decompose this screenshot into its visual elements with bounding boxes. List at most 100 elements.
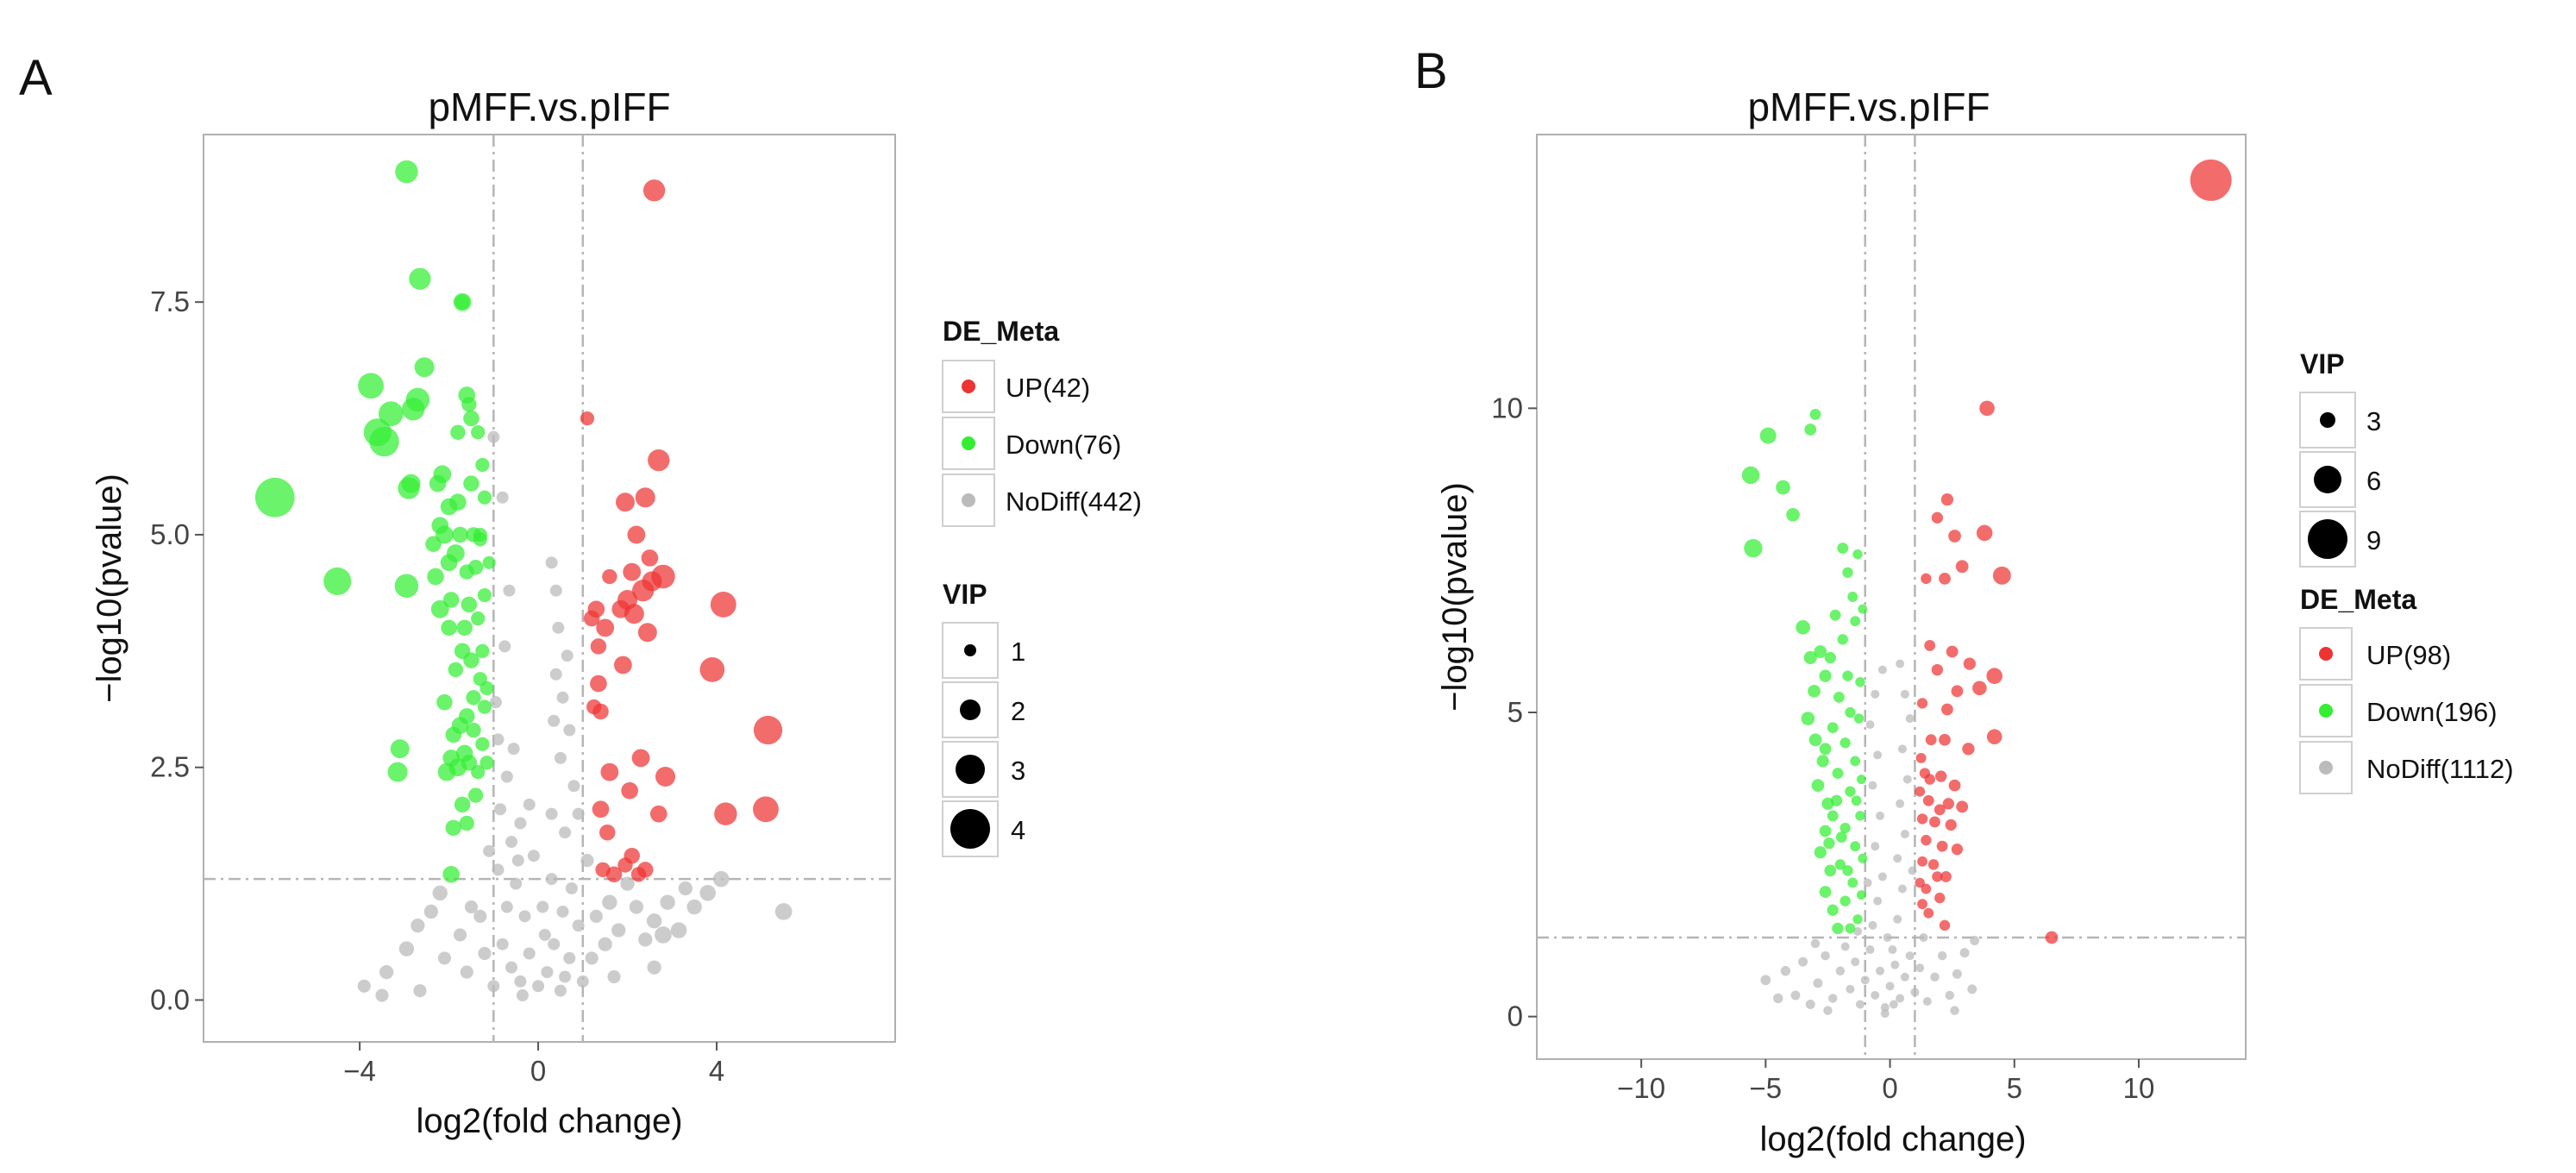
y-tick-label: 10 — [1491, 392, 1523, 423]
point-nodiff — [1893, 914, 1902, 924]
panel-a-y-axis-label: −log10(pvalue) — [91, 474, 128, 703]
vip-size-label-3: 3 — [2366, 406, 2381, 436]
point-up — [753, 796, 779, 823]
point-down — [479, 756, 494, 770]
point-up — [1916, 698, 1928, 709]
point-nodiff — [1810, 938, 1821, 949]
point-down — [1816, 755, 1829, 768]
point-up — [1917, 899, 1928, 910]
point-nodiff — [1871, 990, 1880, 1000]
point-down — [479, 681, 494, 696]
point-down — [1803, 650, 1817, 665]
point-nodiff — [492, 733, 505, 746]
point-nodiff — [498, 640, 511, 653]
legend-nodiff-label: NoDiff(1112) — [2366, 754, 2514, 784]
point-nodiff — [1876, 811, 1885, 820]
point-down — [475, 457, 490, 473]
point-nodiff — [670, 922, 687, 938]
point-down — [1847, 877, 1858, 888]
point-down — [1808, 684, 1821, 698]
point-down — [1744, 538, 1763, 558]
point-up — [1931, 663, 1944, 676]
point-down — [471, 425, 486, 440]
point-down — [1858, 604, 1868, 614]
point-down — [477, 699, 492, 714]
point-up — [649, 805, 668, 823]
point-nodiff — [559, 826, 572, 839]
point-up — [623, 562, 642, 581]
point-nodiff — [1790, 990, 1801, 1000]
point-down — [436, 693, 453, 711]
y-tick-label: 5 — [1507, 696, 1523, 728]
point-down — [425, 536, 442, 553]
point-up — [596, 618, 615, 637]
panel-b-y-ticks: 0 5 10 — [1491, 392, 1537, 1032]
panel-a-vip-legend: VIP 1 2 3 4 — [942, 579, 1025, 857]
point-nodiff — [1896, 799, 1905, 808]
point-up — [1922, 794, 1934, 806]
point-up — [631, 749, 650, 768]
point-nodiff — [514, 817, 527, 830]
point-nodiff — [532, 980, 545, 993]
panel-a-de-legend-title: DE_Meta — [943, 316, 1059, 347]
point-down — [1855, 811, 1865, 821]
point-up — [1915, 786, 1926, 797]
point-nodiff — [1937, 950, 1947, 961]
point-up — [586, 699, 602, 715]
point-down — [449, 493, 467, 511]
vip-size-label-9: 9 — [2366, 525, 2381, 555]
point-nodiff — [549, 584, 562, 597]
point-nodiff — [552, 621, 565, 634]
point-up — [648, 448, 670, 472]
point-down — [1808, 733, 1822, 747]
point-down — [473, 527, 487, 543]
point-nodiff — [556, 905, 569, 918]
point-down — [1856, 890, 1866, 900]
point-nodiff — [1873, 896, 1883, 906]
point-down — [1856, 775, 1866, 785]
point-nodiff — [1905, 951, 1915, 961]
point-up — [1979, 400, 1995, 417]
panel-b-x-ticks: −10 −5 0 5 10 — [1617, 1059, 2154, 1104]
point-nodiff — [432, 885, 448, 901]
point-down — [1819, 886, 1832, 898]
point-down — [452, 526, 468, 543]
legend-nodiff-swatch — [962, 493, 975, 507]
point-down — [369, 426, 399, 457]
point-down — [446, 544, 465, 562]
point-nodiff — [398, 941, 415, 957]
point-down — [1814, 645, 1827, 658]
point-up — [2045, 931, 2059, 944]
point-down — [1840, 822, 1851, 834]
x-tick-label: 0 — [1882, 1072, 1897, 1104]
point-up — [1955, 560, 1969, 574]
point-nodiff — [563, 724, 576, 737]
point-down — [477, 490, 492, 505]
point-nodiff — [1896, 659, 1905, 668]
point-up — [1948, 779, 1961, 792]
point-up — [1986, 729, 2003, 745]
point-nodiff — [487, 980, 500, 993]
point-nodiff — [1871, 689, 1880, 699]
point-down — [1852, 549, 1863, 560]
point-down — [1840, 737, 1851, 749]
point-down — [1851, 795, 1862, 806]
point-nodiff — [1900, 972, 1909, 982]
panel-a-y-ticks: 0.0 2.5 5.0 7.5 — [150, 285, 204, 1015]
point-nodiff — [500, 770, 513, 783]
point-nodiff — [572, 807, 585, 820]
panel-b-title: pMFF.vs.pIFF — [1747, 85, 1990, 129]
point-up — [615, 492, 635, 512]
point-up — [621, 781, 638, 800]
point-up — [642, 571, 662, 592]
point-down — [454, 294, 470, 310]
point-nodiff — [1959, 948, 1970, 958]
point-nodiff — [556, 691, 569, 704]
panel-a: A pMFF.vs.pIFF −4 0 4 0.0 2.5 5.0 7.5 log2(fo… — [19, 50, 1142, 1140]
point-nodiff — [518, 910, 531, 923]
point-up — [1925, 734, 1937, 746]
point-nodiff — [1835, 966, 1846, 975]
point-up — [1921, 883, 1932, 894]
point-nodiff — [655, 926, 672, 944]
